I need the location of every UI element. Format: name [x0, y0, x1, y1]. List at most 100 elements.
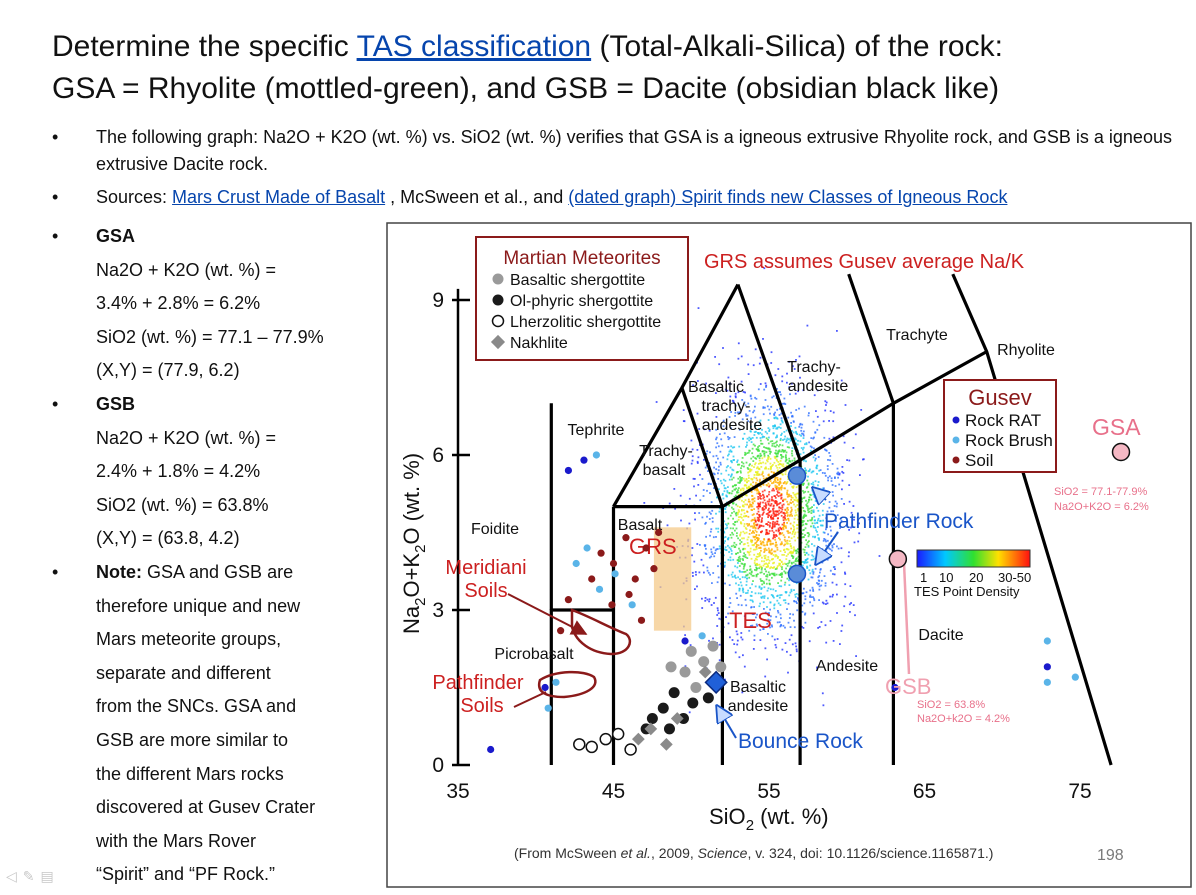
tes-density-point: [729, 514, 732, 517]
tes-density-point: [701, 607, 704, 609]
tes-density-point: [786, 381, 788, 384]
tes-density-point: [704, 545, 706, 548]
tes-density-point: [784, 581, 787, 584]
tes-density-point: [767, 587, 770, 590]
mars-crust-basalt-link[interactable]: Mars Crust Made of Basalt: [172, 187, 386, 207]
gsb-heading-row: • GSB: [52, 388, 372, 422]
tes-density-point: [769, 619, 772, 622]
tes-density-point: [828, 452, 831, 454]
tes-density-point: [809, 445, 812, 448]
tes-density-point: [755, 477, 758, 480]
credit-em: et al.: [621, 845, 651, 861]
tes-density-point: [789, 613, 792, 615]
tes-density-point: [737, 552, 739, 554]
gsa-line-1: Na2O + K2O (wt. %) =: [96, 259, 277, 280]
tes-density-point: [751, 464, 753, 467]
tes-density-point: [779, 559, 781, 561]
tes-density-point: [784, 543, 786, 546]
tes-density-point: [814, 431, 817, 434]
tes-density-point: [820, 584, 823, 587]
tes-density-point: [689, 644, 692, 646]
tes-density-point: [753, 517, 756, 519]
tes-density-point: [741, 496, 743, 498]
tes-density-point: [767, 454, 770, 457]
tes-density-point: [735, 535, 738, 537]
tes-density-point: [732, 502, 735, 505]
tes-density-point: [780, 624, 782, 626]
gsa-note-2: Na2O+K2O = 6.2%: [1054, 501, 1149, 513]
tes-density-point: [747, 451, 750, 454]
tes-density-point: [758, 526, 761, 528]
tes-density-point: [743, 564, 746, 567]
tes-density-point: [745, 574, 748, 577]
tes-density-point: [848, 484, 851, 486]
gusev-legend: Gusev Rock RAT Rock Brush Soil: [943, 379, 1057, 473]
pen-icon[interactable]: ✎: [22, 868, 41, 884]
point-soil: [597, 549, 605, 557]
tes-density-point: [734, 404, 737, 407]
tes-density-point: [773, 489, 775, 492]
tes-density-point: [696, 462, 699, 464]
tes-density-point: [816, 415, 819, 418]
tes-density-point: [756, 512, 759, 515]
tes-density-point: [802, 490, 804, 492]
tes-density-point: [831, 544, 834, 547]
tes-density-point: [717, 445, 720, 448]
tes-density-point: [785, 563, 787, 565]
tes-density-point: [763, 388, 766, 391]
tes-density-point: [754, 592, 757, 595]
tes-density-point: [805, 514, 808, 517]
tes-density-point: [788, 536, 790, 539]
tes-density-point: [850, 602, 852, 604]
tes-density-point: [737, 519, 740, 521]
tes-density-point: [747, 536, 750, 539]
spirit-igneous-rock-link[interactable]: (dated graph) Spirit finds new Classes o…: [568, 187, 1008, 207]
tes-density-point: [811, 550, 814, 553]
legend-label-rock-brush: Rock Brush: [965, 431, 1053, 450]
y-tick-label: 6: [432, 444, 444, 467]
tes-density-point: [740, 604, 743, 607]
tes-density-point: [747, 420, 749, 423]
tes-density-point: [732, 544, 735, 547]
tes-density-point: [758, 567, 760, 570]
gsa-line-2: 3.4% + 2.8% = 6.2%: [96, 293, 261, 314]
tes-density-point: [780, 579, 783, 582]
tes-density-point: [768, 562, 770, 564]
prev-slide-icon[interactable]: ◁: [6, 868, 23, 884]
tes-density-point: [740, 355, 743, 358]
tes-density-point: [755, 448, 758, 450]
bullet-graph-text: The following graph: Na2O + K2O (wt. %) …: [96, 127, 1172, 174]
tes-density-point: [792, 421, 795, 423]
tes-density-point: [777, 582, 779, 584]
tes-density-point: [808, 496, 811, 499]
tes-density-point: [753, 532, 755, 534]
tes-density-point: [784, 517, 786, 519]
tes-density-point: [760, 433, 763, 436]
tes-density-point: [699, 544, 701, 546]
menu-icon[interactable]: ▤: [40, 868, 60, 884]
tes-density-point: [819, 571, 821, 574]
tes-density-point: [727, 622, 730, 625]
tas-classification-link[interactable]: TAS classification: [356, 30, 592, 63]
tes-density-point: [767, 564, 769, 567]
tes-density-point: [680, 519, 682, 522]
tes-density-point: [773, 495, 776, 497]
tes-density-point: [757, 519, 759, 521]
tes-density-point: [806, 567, 809, 569]
tes-density-point: [792, 365, 794, 368]
tes-density-point: [762, 580, 765, 583]
tes-density-point: [805, 539, 807, 542]
meridiani-soils-arrow: [507, 593, 588, 635]
tes-density-point: [775, 427, 778, 430]
tes-density-point: [769, 504, 772, 507]
tes-density-point: [743, 515, 745, 518]
tes-density-point: [794, 509, 797, 512]
tes-density-point: [777, 451, 780, 453]
tes-density-point: [815, 529, 817, 532]
tes-density-point: [733, 643, 736, 645]
tes-density-point: [773, 604, 776, 607]
tes-density-point: [807, 490, 810, 493]
tes-density-point: [741, 465, 743, 467]
tes-density-point: [793, 493, 796, 496]
tes-density-point: [812, 483, 815, 486]
